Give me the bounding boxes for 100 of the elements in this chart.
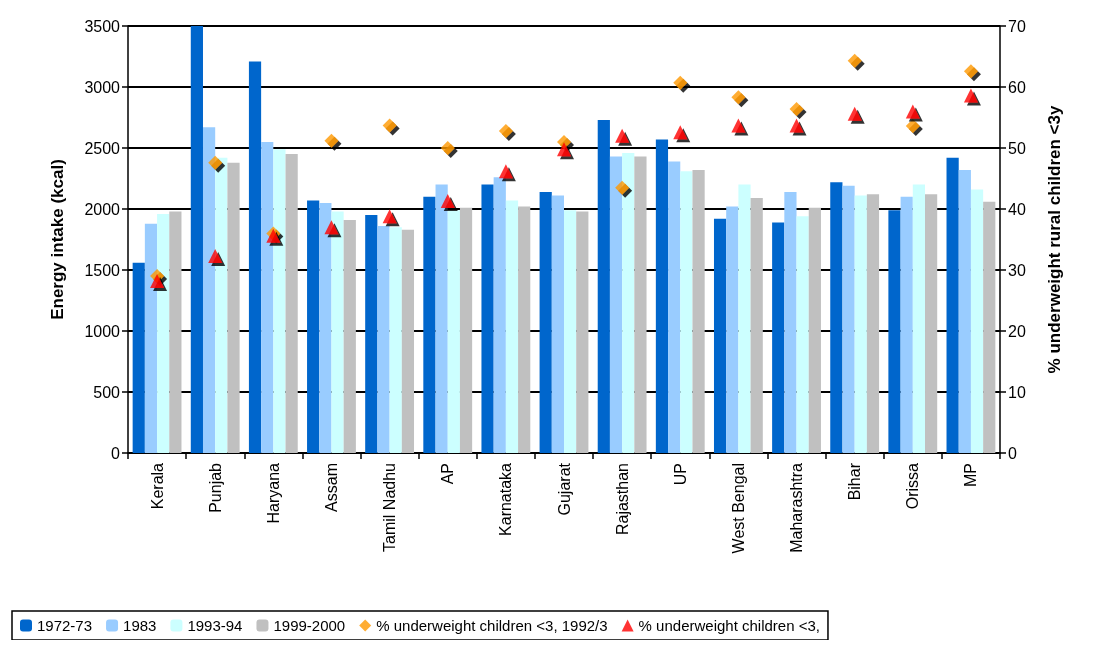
point [498,164,513,179]
y2-tick-label: 40 [1008,200,1026,218]
bar [655,139,669,453]
x-tick-label: MP [962,463,980,487]
legend-label: 1999-2000 [273,617,346,634]
y-tick-label: 3000 [84,78,121,96]
x-tick-label: West Bengal [729,463,747,554]
bar [365,215,378,453]
bar [285,154,298,453]
bar [169,211,182,453]
y-tick-label: 1000 [84,322,121,340]
point [324,133,339,148]
bar [796,216,809,453]
bar [423,196,436,453]
x-tick-label: Haryana [264,462,282,524]
bar [551,195,564,453]
bar [248,61,262,453]
bar [190,26,203,453]
y2-tick-label: 0 [1008,444,1017,462]
point [731,118,746,133]
x-tick-label: AP [439,463,457,485]
bar [830,182,843,453]
legend-label: % underweight children <3, 1992/3 [376,617,608,634]
legend-label: % underweight children <3, [638,617,820,634]
x-tick-label: Maharashtra [788,462,806,553]
bar [377,226,390,453]
bar [389,227,402,453]
bar [925,194,938,453]
y-tick-label: 500 [93,383,121,401]
y2-axis-title: % underweight rural children <3y [1045,105,1064,374]
legend-label: 1972-73 [37,617,93,634]
point [440,194,455,209]
x-tick-label: Orissa [904,462,922,510]
point [208,248,223,263]
point [789,118,804,133]
bar [983,201,996,453]
bar [784,191,797,453]
y2-tick-label: 50 [1008,139,1026,157]
bar [539,191,552,453]
bar [343,219,356,453]
bar [518,206,531,453]
bar [564,210,577,453]
point [673,75,688,90]
bar [481,184,494,453]
x-tick-label: Gujarat [555,462,573,516]
bar [680,171,693,453]
y2-tick-label: 20 [1008,322,1026,340]
bar [447,210,460,453]
bar [808,207,821,453]
bar [493,177,506,453]
x-tick-label: Kerala [148,462,166,510]
bar [854,195,867,453]
bar [634,156,647,453]
bar [713,218,727,453]
bar [144,223,158,453]
bar [750,198,763,453]
point [963,88,978,103]
point [789,101,804,116]
x-tick-label: UP [671,463,689,486]
bar [772,222,785,453]
y-axis-title: Energy intake (kcal) [48,159,67,320]
x-tick-label: Tamil Nadhu [381,463,399,552]
bar [202,127,216,453]
bar [307,200,320,453]
y-tick-label: 1500 [84,261,121,279]
point [615,180,630,195]
y-tick-label: 2500 [84,139,121,157]
bar [319,202,332,453]
y-tick-label: 2000 [84,200,121,218]
bar [668,161,681,453]
y2-tick-label: 30 [1008,261,1026,279]
bar [692,169,705,453]
x-tick-label: Punjab [206,462,224,513]
x-tick-label: Bihar [846,462,864,501]
x-tick-label: Rajasthan [613,463,631,536]
bar [459,207,473,453]
bar [842,185,855,453]
bar [738,184,751,453]
bar [215,157,228,453]
y2-tick-label: 70 [1008,17,1026,35]
bar [597,119,610,453]
bar [888,210,901,453]
bar [401,229,415,453]
point [731,90,746,105]
legend-label: 1993-94 [187,617,243,634]
bar [435,184,448,453]
bar [912,184,926,453]
y2-tick-label: 10 [1008,383,1026,401]
bar [958,169,971,453]
x-tick-label: Karnataka [497,462,515,536]
point [615,128,630,143]
point [208,155,223,170]
x-tick-label: Assam [322,463,340,512]
point [673,125,688,140]
point [498,123,513,138]
bar [609,156,623,453]
bar [726,206,739,453]
bar [157,213,170,453]
point [557,142,571,157]
legend-label: 1983 [123,617,157,634]
